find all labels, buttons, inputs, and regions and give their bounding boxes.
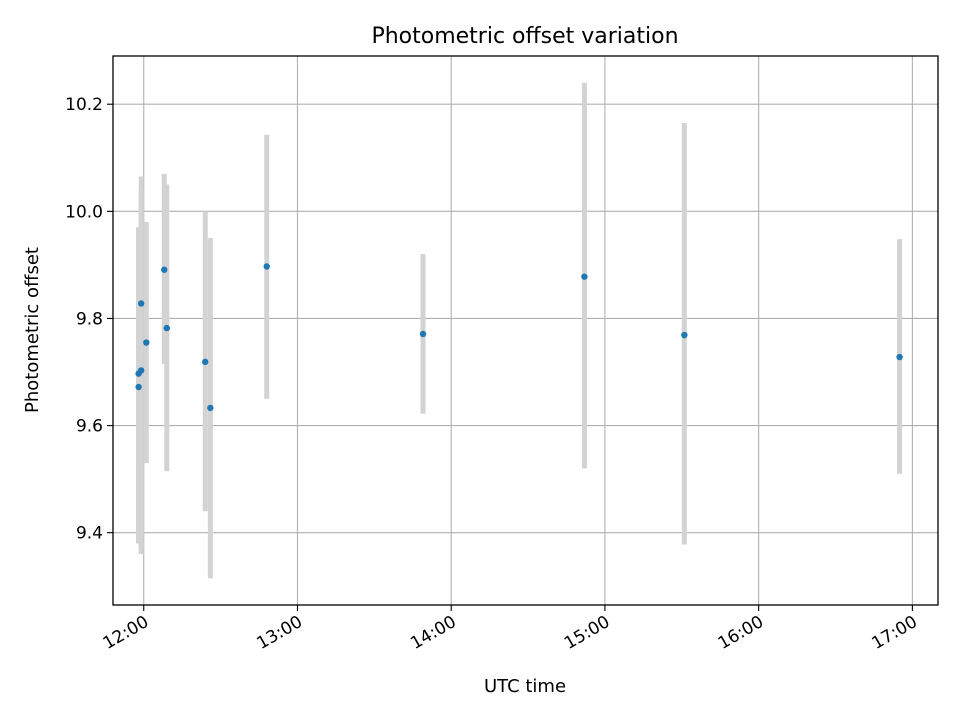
- data-point: [207, 404, 214, 412]
- y-axis-label: Photometric offset: [22, 247, 43, 413]
- grid: [113, 56, 938, 605]
- y-axis-ticks: 9.4 9.6 9.8 10.0 10.2: [65, 95, 113, 544]
- data-point: [263, 263, 270, 270]
- x-axis-label: UTC time: [484, 676, 566, 697]
- data-point: [681, 331, 688, 339]
- data-point: [896, 353, 903, 361]
- y-tick-label: 9.4: [76, 524, 103, 544]
- plot-frame: [112, 55, 939, 606]
- data-point: [137, 367, 145, 374]
- y-tick-label: 9.8: [76, 309, 103, 329]
- y-tick-label: 10.2: [65, 95, 103, 115]
- data-point: [137, 300, 145, 307]
- y-tick-label: 9.6: [76, 417, 103, 437]
- data-point: [163, 324, 171, 332]
- data-point: [419, 330, 427, 338]
- data-point: [143, 339, 150, 346]
- data-points: [135, 263, 903, 412]
- chart-title: Photometric offset variation: [371, 24, 678, 49]
- y-tick-label: 10.0: [65, 202, 103, 222]
- data-point: [202, 358, 209, 366]
- data-point: [135, 383, 142, 391]
- data-point: [161, 266, 168, 273]
- data-point: [581, 273, 588, 280]
